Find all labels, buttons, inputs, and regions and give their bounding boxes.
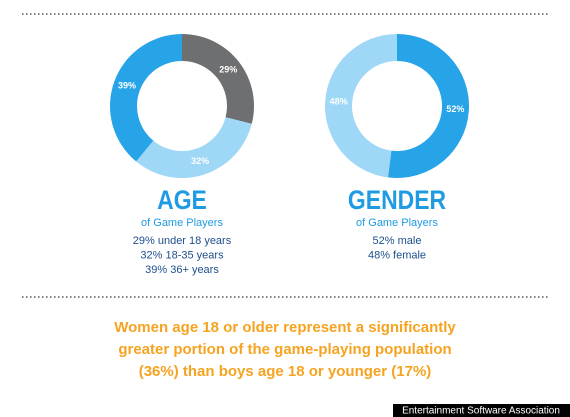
chart-title: GENDER xyxy=(348,185,446,215)
note: 32% 18-35 years xyxy=(140,249,224,261)
source-box xyxy=(393,404,570,417)
chart-subtitle: of Game Players xyxy=(141,217,223,229)
slice-label: 29% xyxy=(219,65,237,75)
callout-line: Women age 18 or older represent a signif… xyxy=(114,319,456,336)
callout-line: greater portion of the game-playing popu… xyxy=(118,341,451,358)
slice xyxy=(109,34,182,162)
slice-label: 39% xyxy=(118,81,136,91)
note: 39% 36+ years xyxy=(145,264,219,276)
callout: Women age 18 or older represent a signif… xyxy=(114,319,456,380)
callout-line: (36%) than boys age 18 or younger (17%) xyxy=(139,363,432,380)
source: Entertainment Software Association xyxy=(402,406,560,417)
slice xyxy=(182,34,254,124)
slice-label: 48% xyxy=(330,97,348,107)
slice xyxy=(387,34,470,178)
note: 52% male xyxy=(373,235,422,247)
slice xyxy=(325,34,397,178)
note: 48% female xyxy=(368,249,426,261)
slice-label: 32% xyxy=(191,156,209,166)
slice xyxy=(136,117,252,179)
chart-title: AGE xyxy=(157,185,207,215)
note: 29% under 18 years xyxy=(133,235,232,247)
chart-subtitle: of Game Players xyxy=(356,217,438,229)
slice-label: 52% xyxy=(446,104,464,114)
